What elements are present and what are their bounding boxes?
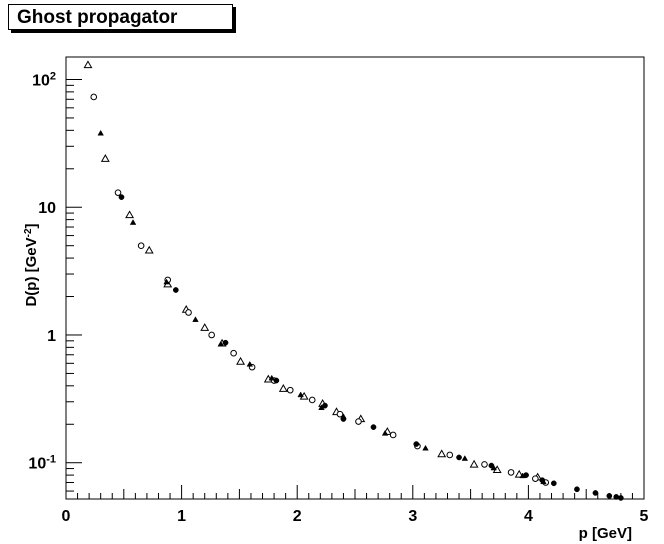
data-point-open-circle: [355, 418, 362, 425]
data-point-filled-triangle: [297, 391, 304, 398]
y-tick-label-exp: -1: [46, 454, 56, 466]
y-tick-label: 10: [38, 200, 56, 217]
data-point-filled-circle: [222, 339, 229, 346]
data-point-filled-triangle: [381, 429, 389, 436]
y-tick-label: 102: [32, 70, 56, 89]
data-point-filled-circle: [488, 462, 495, 469]
data-point-filled-circle: [413, 441, 420, 447]
x-tick-label: 3: [408, 508, 417, 525]
data-point-filled-circle: [456, 454, 462, 461]
data-point-open-circle: [507, 469, 515, 476]
x-tick-label: 5: [640, 508, 649, 525]
data-point-open-triangle: [437, 449, 447, 458]
x-tick-label: 2: [293, 508, 302, 525]
data-point-filled-circle: [613, 494, 620, 500]
y-axis-label-main: D(p) [GeV: [23, 237, 40, 306]
data-point-filled-triangle: [461, 455, 469, 461]
data-point-filled-circle: [539, 477, 546, 484]
y-tick-label-base: 10: [32, 72, 50, 89]
data-point-open-circle: [532, 475, 539, 482]
x-tick-label: 0: [62, 508, 71, 525]
y-tick-label-base: 10: [38, 200, 56, 217]
data-point-open-circle: [90, 93, 98, 101]
chart-title: Ghost propagator: [8, 4, 233, 30]
data-points: [83, 60, 624, 501]
x-tick-label: 1: [177, 508, 186, 525]
y-axis-label: D(p) [GeV-2]: [23, 223, 41, 306]
data-point-open-circle: [230, 349, 237, 357]
data-point-open-circle: [389, 431, 397, 439]
data-point-filled-triangle: [129, 219, 137, 225]
x-axis-label: p [GeV]: [579, 525, 632, 542]
data-point-open-triangle: [200, 323, 210, 331]
data-point-filled-circle: [340, 416, 347, 422]
y-axis-label-close: ]: [23, 223, 40, 228]
data-point-filled-circle: [172, 287, 179, 293]
data-point-open-circle: [114, 189, 122, 196]
data-point-filled-circle: [118, 194, 125, 200]
data-point-open-triangle: [469, 459, 479, 468]
data-point-open-circle: [286, 386, 294, 394]
y-tick-label-exp: 2: [50, 70, 56, 82]
data-point-filled-circle: [592, 490, 599, 496]
data-point-filled-triangle: [163, 278, 170, 285]
y-tick-label-base: 10: [28, 456, 46, 473]
data-point-open-circle: [308, 396, 316, 404]
data-point-filled-circle: [523, 472, 529, 478]
data-point-filled-triangle: [422, 444, 429, 451]
data-point-open-circle: [446, 451, 454, 459]
x-tick-label: 4: [524, 508, 533, 525]
data-point-filled-triangle: [268, 374, 275, 381]
data-point-open-circle: [336, 410, 344, 418]
data-point-open-circle: [481, 461, 488, 468]
data-point-filled-circle: [606, 493, 613, 499]
plot-frame: [65, 56, 645, 500]
plot-area-border: [65, 56, 645, 500]
data-point-filled-circle: [370, 424, 377, 430]
y-tick-label: 10-1: [28, 454, 56, 473]
y-tick-label: 1: [47, 328, 56, 345]
data-point-open-triangle: [236, 356, 246, 365]
data-point-filled-triangle: [217, 340, 225, 347]
data-point-filled-triangle: [192, 316, 199, 322]
data-point-filled-circle: [273, 377, 280, 384]
data-point-open-circle: [185, 309, 192, 316]
data-point-open-circle: [137, 242, 145, 249]
y-axis-label-exp: -2: [23, 228, 34, 237]
data-point-filled-circle: [550, 480, 557, 487]
data-point-open-triangle: [100, 154, 110, 162]
data-point-open-circle: [208, 331, 215, 339]
axis-ticks: [65, 78, 645, 499]
data-point-filled-circle: [322, 402, 328, 409]
data-point-open-triangle: [83, 60, 93, 69]
data-point-open-triangle: [125, 210, 135, 219]
data-point-filled-circle: [574, 486, 580, 493]
data-point-open-triangle: [278, 384, 288, 392]
y-tick-label-base: 1: [47, 328, 56, 345]
data-point-filled-circle: [618, 495, 624, 501]
data-point-filled-triangle: [246, 360, 254, 367]
data-point-filled-triangle: [97, 129, 104, 136]
data-point-open-triangle: [144, 245, 154, 254]
